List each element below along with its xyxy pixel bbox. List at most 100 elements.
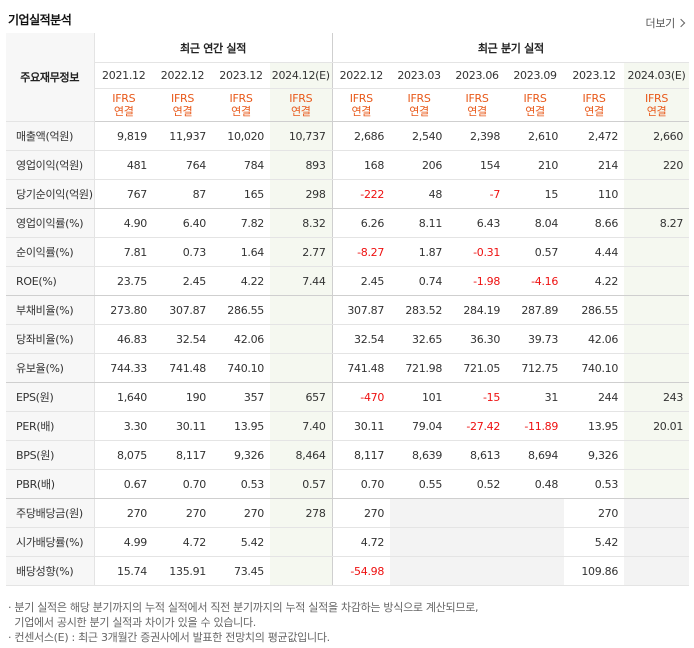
row-label: 유보율(%) — [6, 353, 94, 383]
table-row: ROE(%) 23.75 2.45 4.22 7.44 2.45 0.74 -1.98 -4.1… — [6, 266, 690, 296]
corner-label: 주요재무정보 — [6, 33, 94, 122]
table-cell: 481 — [93, 150, 153, 180]
table-cell: 6.43 — [448, 208, 507, 238]
table-cell: 893 — [270, 150, 333, 180]
table-cell: 13.95 — [564, 411, 625, 441]
table-cell — [624, 498, 690, 528]
consolidated-label: 연결 — [409, 105, 429, 118]
table-cell: 298 — [270, 179, 333, 209]
table-cell: 8,613 — [448, 440, 507, 470]
table-cell — [624, 556, 690, 586]
table-cell: 7.40 — [270, 411, 333, 441]
table-cell: 8.27 — [624, 208, 690, 238]
ifrs-header: IFRS 연결 — [153, 88, 212, 122]
table-cell: 273.80 — [93, 295, 153, 325]
table-cell: 8,117 — [331, 440, 391, 470]
ifrs-header: IFRS 연결 — [93, 88, 153, 122]
table-cell — [506, 556, 565, 586]
table-cell: 8,464 — [270, 440, 333, 470]
ifrs-label: IFRS — [289, 92, 313, 105]
table-cell: 42.06 — [564, 324, 625, 354]
table-cell: 741.48 — [153, 353, 212, 383]
table-cell: 2,660 — [624, 121, 690, 151]
consolidated-label: 연결 — [113, 105, 134, 118]
table-cell: 6.26 — [331, 208, 391, 238]
table-cell: -0.31 — [448, 237, 507, 267]
table-cell: 2,610 — [506, 121, 565, 151]
consolidated-label: 연결 — [584, 105, 604, 118]
table-cell: 109.86 — [564, 556, 625, 586]
table-row: 유보율(%) 744.33 741.48 740.10 741.48 721.98 721.… — [6, 353, 690, 383]
more-link[interactable]: 더보기 — [646, 15, 686, 31]
table-cell: 270 — [331, 498, 391, 528]
table-cell: 270 — [212, 498, 270, 528]
table-cell: 8.66 — [564, 208, 625, 238]
table-cell: 1.87 — [390, 237, 449, 267]
table-cell: 0.70 — [331, 469, 391, 499]
table-cell: -15 — [448, 382, 507, 412]
ifrs-header: IFRS 연결 — [212, 88, 270, 122]
table-cell: 4.44 — [564, 237, 625, 267]
table-row: 영업이익률(%) 4.90 6.40 7.82 8.32 6.26 8.11 6.43 8.04… — [6, 208, 690, 238]
table-cell — [624, 179, 690, 209]
row-label: 부채비율(%) — [6, 295, 94, 325]
table-cell — [624, 353, 690, 383]
table-cell: 270 — [153, 498, 212, 528]
table-cell — [624, 469, 690, 499]
row-label: 주당배당금(원) — [6, 498, 94, 528]
row-label: 순이익률(%) — [6, 237, 94, 267]
period-header: 2022.12 — [153, 62, 212, 89]
table-cell: 4.99 — [93, 527, 153, 557]
group-annual-header: 최근 연간 실적 — [93, 33, 333, 63]
ifrs-label: IFRS — [407, 92, 431, 105]
consolidated-label: 연결 — [525, 105, 545, 118]
table-cell: 168 — [331, 150, 391, 180]
row-label: EPS(원) — [6, 382, 94, 412]
table-cell: -8.27 — [331, 237, 391, 267]
table-cell: 7.82 — [212, 208, 270, 238]
table-cell: 4.72 — [153, 527, 212, 557]
table-cell — [390, 556, 449, 586]
table-cell: 243 — [624, 382, 690, 412]
table-row: 주당배당금(원) 270 270 270 278 270 270 — [6, 498, 690, 528]
consolidated-label: 연결 — [172, 105, 193, 118]
table-cell: 2.77 — [270, 237, 333, 267]
ifrs-header: IFRS 연결 — [506, 88, 565, 122]
table-cell: 7.81 — [93, 237, 153, 267]
table-cell — [270, 353, 333, 383]
table-cell: -54.98 — [331, 556, 391, 586]
table-cell: -7 — [448, 179, 507, 209]
ifrs-label: IFRS — [645, 92, 669, 105]
table-cell: 8.11 — [390, 208, 449, 238]
table-cell: 2.45 — [153, 266, 212, 296]
ifrs-label: IFRS — [171, 92, 194, 105]
consolidated-label: 연결 — [290, 105, 311, 118]
table-cell: 206 — [390, 150, 449, 180]
ifrs-label: IFRS — [112, 92, 136, 105]
footnote-1: · 분기 실적은 해당 분기까지의 누적 실적에서 직전 분기까지의 누적 실적… — [8, 601, 479, 614]
table-cell: 0.53 — [564, 469, 625, 499]
table-row: PER(배) 3.30 30.11 13.95 7.40 30.11 79.04 -27.42… — [6, 411, 690, 441]
ifrs-header: IFRS 연결 — [624, 88, 690, 122]
table-cell: 190 — [153, 382, 212, 412]
table-cell: 0.48 — [506, 469, 565, 499]
footnote-1-cont: 기업에서 공시한 분기 실적과 차이가 있을 수 있습니다. — [8, 616, 257, 629]
table-row: BPS(원) 8,075 8,117 9,326 8,464 8,117 8,639 8,61… — [6, 440, 690, 470]
table-cell: 87 — [153, 179, 212, 209]
consolidated-label: 연결 — [467, 105, 487, 118]
table-row: 부채비율(%) 273.80 307.87 286.55 307.87 283.52 284… — [6, 295, 690, 325]
table-cell: 283.52 — [390, 295, 449, 325]
period-header: 2021.12 — [93, 62, 153, 89]
table-cell: -4.16 — [506, 266, 565, 296]
consolidated-label: 연결 — [231, 105, 251, 118]
table-cell — [270, 527, 333, 557]
ifrs-label: IFRS — [349, 92, 373, 105]
period-header: 2024.03(E) — [624, 62, 690, 89]
row-label: 배당성향(%) — [6, 556, 94, 586]
table-cell: 287.89 — [506, 295, 565, 325]
table-cell: 220 — [624, 150, 690, 180]
table-cell: 721.05 — [448, 353, 507, 383]
period-header: 2023.09 — [506, 62, 565, 89]
table-cell: 7.44 — [270, 266, 333, 296]
table-row: 당기순이익(억원) 767 87 165 298 -222 48 -7 15 110 — [6, 179, 690, 209]
